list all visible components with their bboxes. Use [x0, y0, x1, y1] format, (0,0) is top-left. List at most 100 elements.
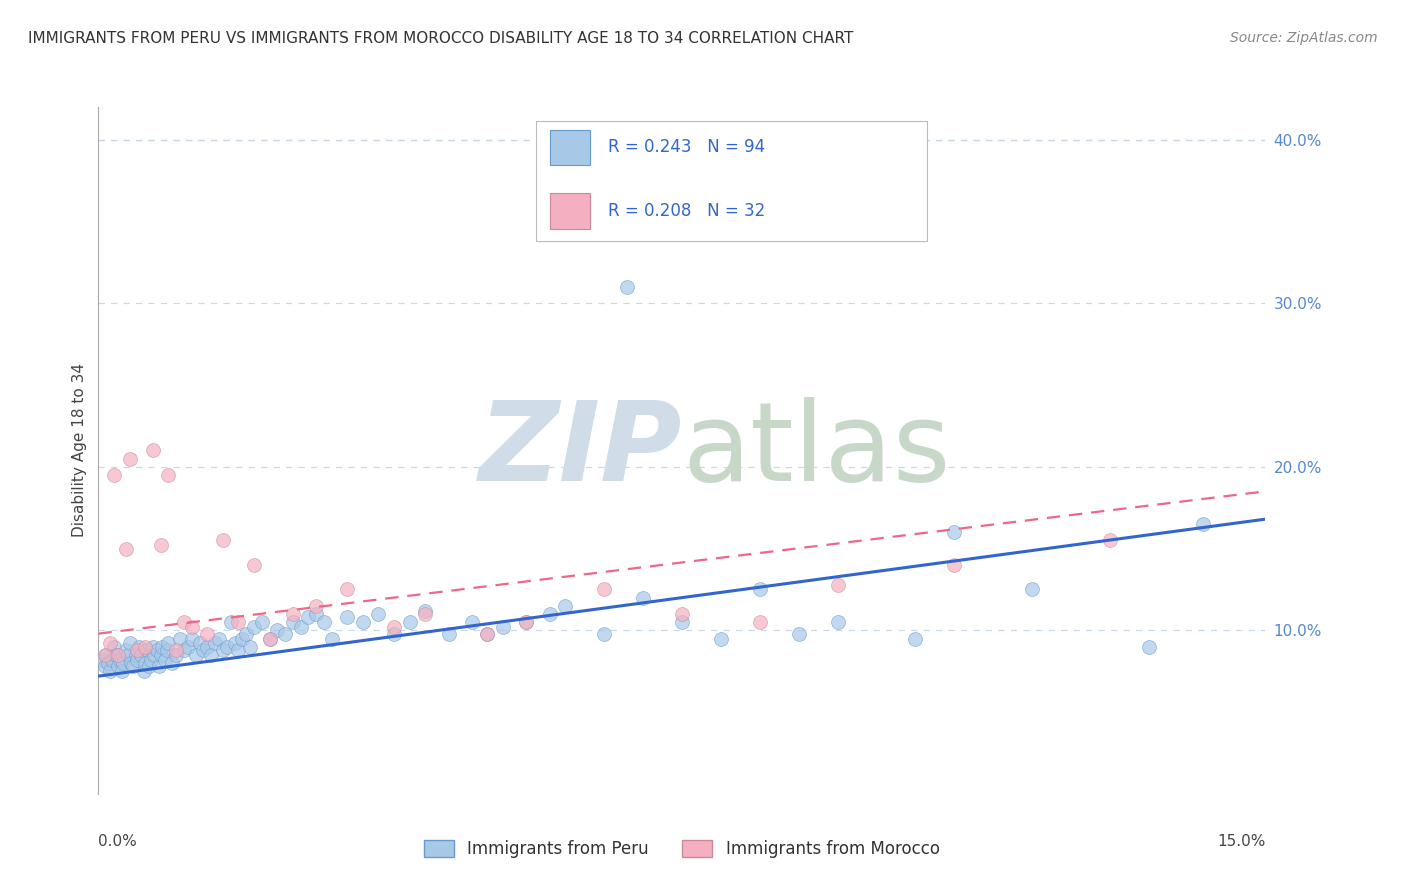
Point [228, 615, 250, 630]
Point [224, 636, 246, 650]
Point [117, 648, 139, 662]
Point [188, 636, 211, 650]
Point [143, 648, 166, 662]
Legend: Immigrants from Peru, Immigrants from Morocco: Immigrants from Peru, Immigrants from Mo… [418, 833, 946, 864]
Point [156, 643, 179, 657]
Point [250, 615, 273, 630]
FancyBboxPatch shape [550, 129, 591, 165]
Text: ZIP: ZIP [478, 397, 682, 504]
Point [259, 632, 281, 646]
Point [1192, 517, 1215, 532]
Point [290, 620, 312, 634]
Text: R = 0.243   N = 94: R = 0.243 N = 94 [609, 138, 765, 156]
Point [593, 582, 616, 597]
Point [904, 632, 927, 646]
Point [336, 610, 359, 624]
Point [104, 648, 127, 662]
Text: atlas: atlas [682, 397, 950, 504]
Point [235, 626, 257, 640]
Point [321, 632, 343, 646]
Point [93, 648, 115, 662]
Point [208, 632, 231, 646]
Point [212, 643, 235, 657]
Point [127, 643, 149, 657]
Point [142, 640, 165, 654]
Point [413, 607, 436, 621]
Point [515, 615, 537, 630]
Point [193, 643, 215, 657]
Point [943, 558, 966, 572]
Point [243, 620, 266, 634]
Point [827, 615, 849, 630]
Point [98, 636, 121, 650]
Point [148, 659, 170, 673]
Point [281, 607, 304, 621]
Point [97, 656, 120, 670]
Point [91, 653, 114, 667]
Point [114, 541, 136, 556]
Point [219, 615, 242, 630]
Point [748, 582, 770, 597]
Point [1098, 533, 1121, 548]
Text: 0.0%: 0.0% [98, 834, 138, 849]
Point [180, 632, 202, 646]
Point [120, 656, 142, 670]
Point [114, 643, 136, 657]
Point [243, 558, 266, 572]
Point [281, 615, 304, 630]
Point [107, 648, 129, 662]
Point [515, 615, 537, 630]
Point [492, 620, 515, 634]
Text: Source: ZipAtlas.com: Source: ZipAtlas.com [1230, 31, 1378, 45]
Point [200, 648, 222, 662]
Y-axis label: Disability Age 18 to 34: Disability Age 18 to 34 [72, 363, 87, 538]
Point [112, 656, 135, 670]
Point [477, 626, 499, 640]
Point [228, 643, 250, 657]
Point [146, 643, 169, 657]
Point [128, 640, 150, 654]
Point [477, 626, 499, 640]
Point [1021, 582, 1043, 597]
Point [382, 626, 405, 640]
Point [413, 604, 436, 618]
Point [138, 659, 160, 673]
Point [118, 451, 141, 466]
Point [204, 636, 226, 650]
Text: R = 0.208   N = 32: R = 0.208 N = 32 [609, 202, 766, 219]
Point [150, 640, 173, 654]
Point [631, 591, 654, 605]
Point [108, 653, 131, 667]
Point [239, 640, 262, 654]
Point [305, 607, 328, 621]
Point [149, 538, 172, 552]
Point [195, 640, 218, 654]
Point [943, 525, 966, 540]
Point [593, 626, 616, 640]
Point [827, 577, 849, 591]
Point [1137, 640, 1160, 654]
Point [554, 599, 576, 613]
Point [180, 620, 202, 634]
Point [127, 653, 149, 667]
Point [125, 648, 148, 662]
Point [437, 626, 460, 640]
Point [538, 607, 561, 621]
Point [259, 632, 281, 646]
Point [787, 626, 810, 640]
Point [103, 640, 125, 654]
Point [710, 632, 733, 646]
Point [103, 467, 125, 482]
Point [93, 659, 115, 673]
Point [266, 624, 288, 638]
Point [305, 599, 328, 613]
Point [142, 443, 165, 458]
Point [98, 664, 121, 679]
Point [173, 615, 195, 630]
Point [153, 653, 176, 667]
Point [165, 643, 187, 657]
Text: 15.0%: 15.0% [1218, 834, 1265, 849]
Point [297, 610, 319, 624]
Point [129, 648, 152, 662]
Point [312, 615, 335, 630]
